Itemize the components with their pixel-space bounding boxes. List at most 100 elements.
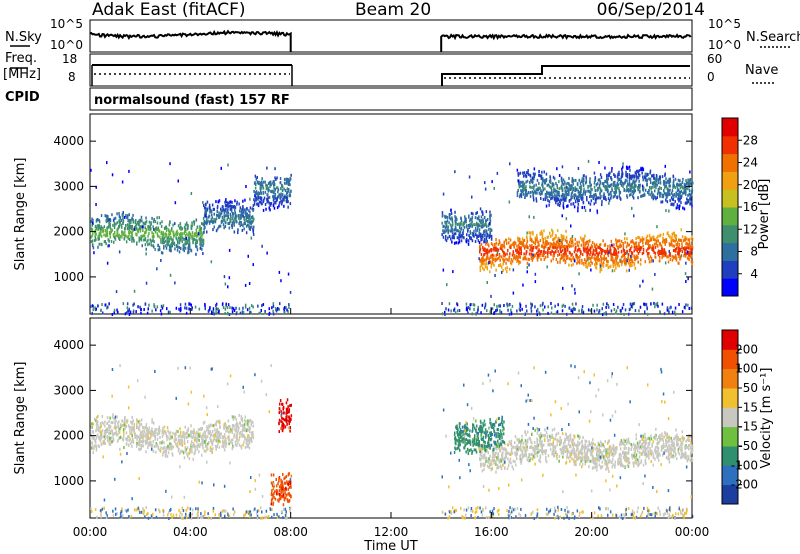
data-cell xyxy=(525,185,527,189)
data-cell xyxy=(559,198,561,202)
data-cell xyxy=(623,258,625,262)
data-cell xyxy=(684,188,686,192)
data-cell xyxy=(135,232,137,236)
data-cell xyxy=(128,230,130,234)
data-cell xyxy=(620,263,623,267)
noise-cell xyxy=(449,510,451,514)
data-cell xyxy=(687,250,690,254)
data-cell xyxy=(478,228,481,232)
data-cell xyxy=(681,194,683,198)
data-cell xyxy=(202,232,204,236)
data-cell xyxy=(247,214,250,218)
speckle-cell xyxy=(468,175,471,179)
data-cell xyxy=(118,219,120,223)
data-cell xyxy=(621,167,623,171)
data-cell xyxy=(610,239,613,243)
data-cell xyxy=(564,248,566,252)
data-cell xyxy=(659,181,662,185)
noise-cell xyxy=(469,303,471,307)
data-cell xyxy=(615,266,617,270)
data-cell xyxy=(458,229,460,233)
noise-cell xyxy=(519,308,521,312)
data-cell xyxy=(665,177,667,181)
data-cell xyxy=(277,188,280,192)
data-cell xyxy=(253,199,256,203)
data-cell xyxy=(631,175,633,179)
data-cell xyxy=(550,242,552,246)
noise-cell xyxy=(571,307,574,311)
data-cell xyxy=(628,179,631,183)
speckle-cell xyxy=(574,259,576,263)
data-cell xyxy=(560,241,562,244)
data-cell xyxy=(531,239,533,243)
data-cell xyxy=(489,210,491,214)
data-cell xyxy=(274,192,277,196)
data-cell xyxy=(486,217,489,221)
data-cell xyxy=(145,216,147,220)
noise-cell xyxy=(625,512,627,516)
noise-cell xyxy=(256,511,258,515)
noise-cell xyxy=(244,303,247,307)
noise-cell xyxy=(212,507,215,510)
data-cell xyxy=(473,223,475,227)
data-cell xyxy=(95,419,97,423)
data-cell xyxy=(597,246,599,250)
data-cell xyxy=(526,261,529,265)
data-cell xyxy=(665,252,667,256)
data-cell xyxy=(162,451,165,455)
data-cell xyxy=(126,216,128,220)
data-cell xyxy=(485,251,487,255)
data-cell xyxy=(554,193,556,197)
noise-cell xyxy=(646,515,648,519)
noise-cell xyxy=(213,312,215,316)
data-cell xyxy=(109,416,111,420)
data-cell xyxy=(184,246,187,250)
data-cell xyxy=(252,436,255,440)
data-cell xyxy=(535,240,537,244)
noise-cell xyxy=(683,305,686,309)
speckle-cell xyxy=(546,265,548,269)
noise-cell xyxy=(542,308,544,312)
data-cell xyxy=(666,200,669,204)
data-cell xyxy=(145,432,147,436)
data-cell xyxy=(470,211,473,215)
noise-cell xyxy=(650,302,652,306)
data-cell xyxy=(199,432,201,436)
data-cell xyxy=(665,192,667,196)
data-cell xyxy=(101,229,103,233)
speckle-cell xyxy=(561,214,563,218)
data-cell xyxy=(254,174,257,178)
data-cell xyxy=(626,194,628,198)
noise-cell xyxy=(646,506,649,510)
data-cell xyxy=(502,254,505,258)
noise-cell xyxy=(171,516,173,519)
data-cell xyxy=(283,181,286,185)
noise-cell xyxy=(486,309,488,313)
data-cell xyxy=(458,226,461,229)
data-cell xyxy=(106,226,108,230)
data-cell xyxy=(537,253,540,257)
data-cell xyxy=(100,242,102,246)
data-cell xyxy=(582,240,584,244)
data-cell xyxy=(519,184,522,188)
data-cell xyxy=(199,242,201,246)
data-cell xyxy=(130,219,132,222)
data-cell xyxy=(545,195,547,199)
data-cell xyxy=(122,217,124,221)
data-cell xyxy=(185,223,187,227)
data-cell xyxy=(289,178,291,182)
noise-cell xyxy=(663,513,665,517)
noise-cell xyxy=(479,506,481,510)
data-cell xyxy=(520,242,522,246)
data-cell xyxy=(441,233,443,237)
data-cell xyxy=(638,179,640,183)
data-cell xyxy=(175,438,177,441)
data-cell xyxy=(479,250,481,254)
data-cell xyxy=(90,219,93,223)
data-cell xyxy=(663,240,666,244)
data-cell xyxy=(173,243,176,247)
noise-cell xyxy=(605,310,607,314)
speckle-cell xyxy=(145,252,147,256)
data-cell xyxy=(216,436,218,440)
noise-cell xyxy=(133,302,135,306)
